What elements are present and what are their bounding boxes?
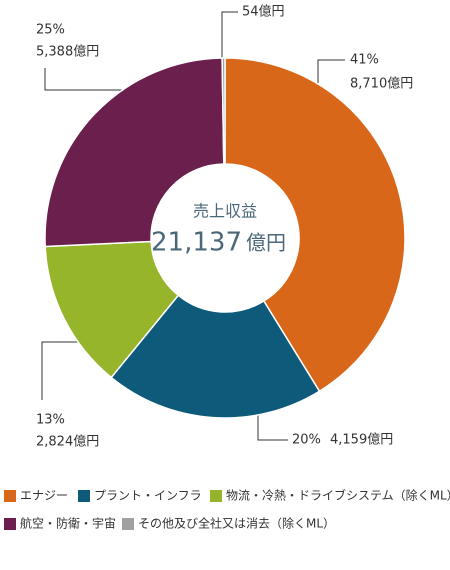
value-label: 54億円 <box>242 4 285 20</box>
donut-segment <box>44 57 225 248</box>
legend-label: 物流・冷熱・ドライブシステム（除くML） <box>226 488 450 503</box>
legend-label: 航空・防衛・宇宙 <box>20 516 116 531</box>
value-label: 5,388億円 <box>36 44 99 60</box>
legend-label: エナジー <box>20 489 68 503</box>
legend-swatch <box>78 490 90 502</box>
value-label: 8,710億円 <box>350 76 413 92</box>
legend-swatch <box>210 490 222 502</box>
legend-swatch <box>4 490 16 502</box>
legend-swatch <box>122 518 134 530</box>
value-label: 4,159億円 <box>330 432 393 448</box>
legend-swatch <box>4 518 16 530</box>
value-label: 2,824億円 <box>36 434 99 450</box>
percent-label: 13% <box>36 413 65 428</box>
center-title: 売上収益 <box>193 202 257 221</box>
legend-label: プラント・インフラ <box>94 489 202 503</box>
donut-segment <box>221 57 226 165</box>
donut-segment <box>110 294 321 419</box>
percent-label: 25% <box>36 23 65 38</box>
donut-segment <box>44 240 180 379</box>
leader-line <box>44 68 155 91</box>
percent-label: 20% <box>292 433 321 448</box>
percent-label: 41% <box>350 53 379 68</box>
donut-segment <box>224 57 406 393</box>
center-unit: 億円 <box>246 231 286 255</box>
leader-line <box>221 11 238 62</box>
legend-label: その他及び全社又は消去（除くML） <box>138 516 335 531</box>
center-value: 21,137 <box>151 228 242 258</box>
